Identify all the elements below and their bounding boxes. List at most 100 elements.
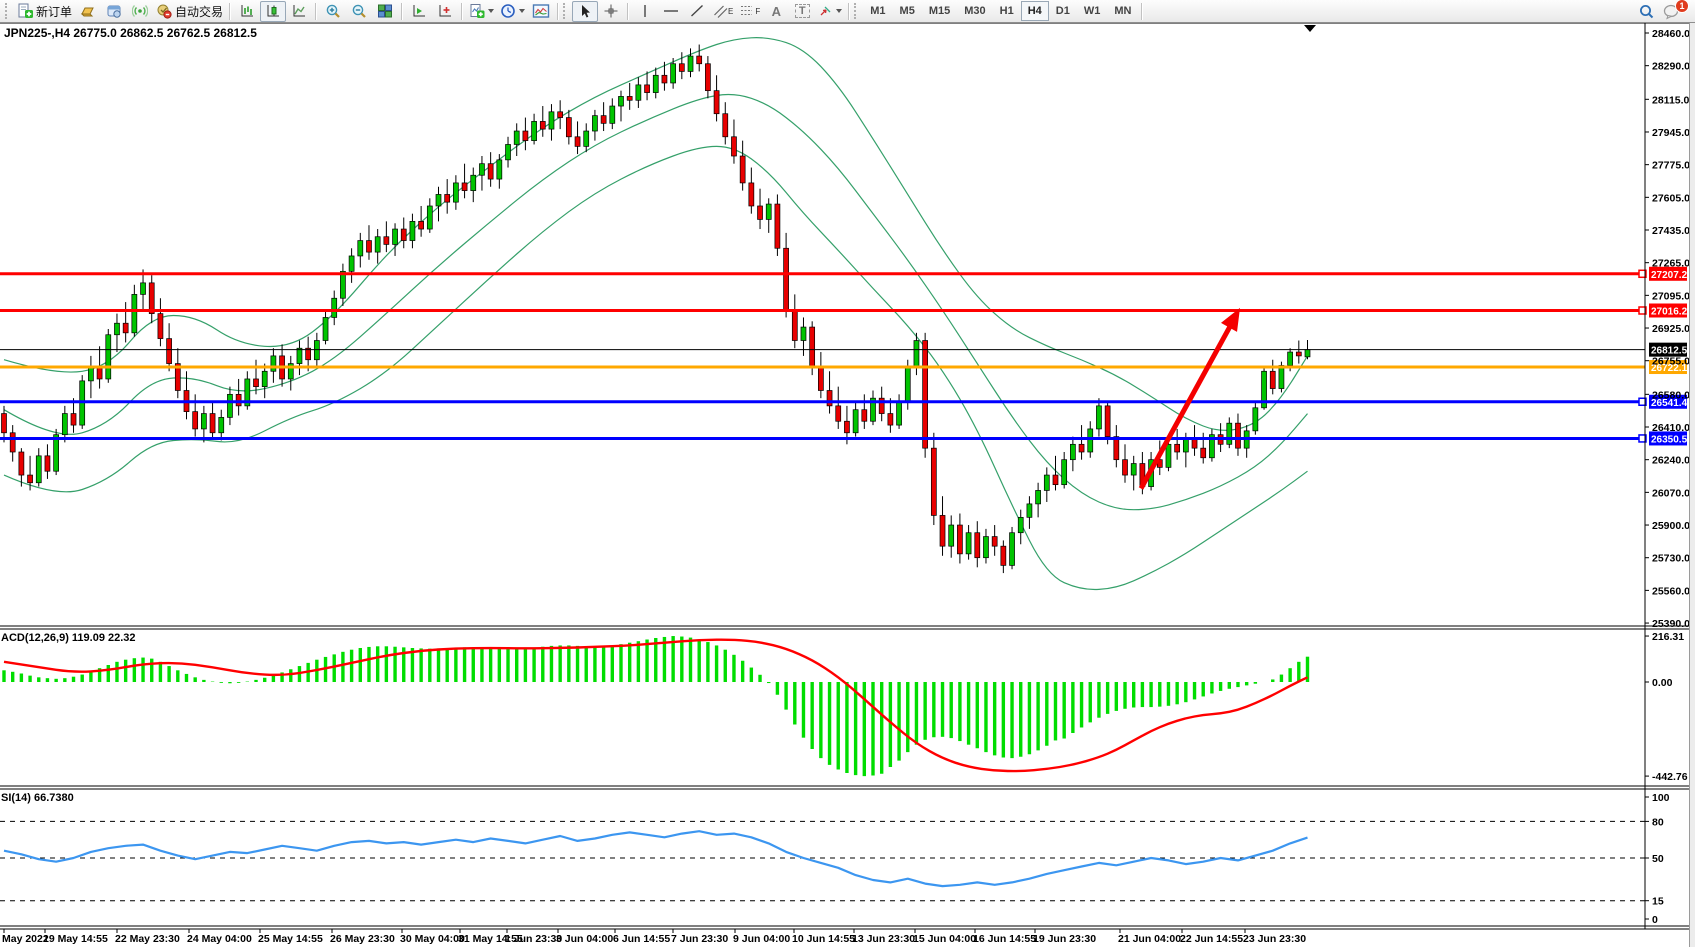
hline-handle[interactable] — [1638, 397, 1647, 407]
chart-settings-button[interactable] — [528, 1, 554, 22]
candle-body — [644, 84, 650, 93]
trend-arrow-line[interactable] — [1138, 321, 1235, 490]
price-tick-label: 27775.0 — [1652, 160, 1690, 172]
text-tool[interactable]: A — [763, 1, 789, 22]
rsi-tick-label: 50 — [1652, 853, 1664, 865]
price-tick-label: 27435.0 — [1652, 225, 1690, 237]
candle-body — [157, 313, 164, 339]
candle-body — [253, 378, 259, 387]
price-tick-label: 26070.0 — [1652, 487, 1690, 499]
search-button[interactable] — [1633, 1, 1659, 22]
hline-handle[interactable] — [1638, 269, 1647, 279]
rsi-tick-label: 0 — [1652, 914, 1658, 926]
timeframe-w1[interactable]: W1 — [1083, 5, 1101, 17]
candle-body — [383, 236, 390, 245]
timeframe-h4[interactable]: H4 — [1020, 1, 1049, 21]
candle-body — [270, 355, 277, 372]
timeframe-m30[interactable]: M30 — [964, 5, 986, 17]
toolbar-separator — [401, 2, 404, 20]
candle-body — [548, 111, 555, 130]
auto-trading-button[interactable]: 自动交易 — [153, 1, 226, 22]
timeframe-m1[interactable]: M1 — [870, 5, 886, 17]
vertical-line-tool[interactable] — [632, 1, 658, 22]
tile-windows-button[interactable] — [372, 1, 398, 22]
notifications-button[interactable]: 1 — [1659, 0, 1689, 22]
period-clock-dropdown[interactable] — [519, 9, 526, 13]
price-axis[interactable] — [1646, 24, 1695, 928]
candle-body — [1200, 447, 1207, 459]
add-indicator-dropdown[interactable] — [488, 9, 495, 13]
crosshair-button[interactable] — [598, 1, 624, 22]
trendline-tool[interactable] — [684, 1, 710, 22]
candle-body — [913, 340, 920, 368]
main-toolbar: 新订单 自动交易 — [0, 0, 1695, 23]
objects-list-button[interactable] — [432, 1, 458, 22]
add-indicator-button[interactable] — [466, 1, 497, 22]
toolbar-grip — [5, 3, 11, 19]
price-tick-label: 27095.0 — [1652, 290, 1690, 302]
timeframe-m5[interactable]: M5 — [899, 5, 915, 17]
price-line-badge — [1649, 431, 1687, 446]
candle-body — [400, 228, 407, 241]
time-tick-label: 1 Jun 23:30 — [505, 933, 562, 945]
candle-body — [461, 182, 468, 191]
zoom-in-button[interactable] — [320, 1, 346, 22]
fibonacci-tool[interactable]: F — [736, 1, 763, 22]
horizontal-line-tool[interactable] — [658, 1, 684, 22]
zoom-out-button[interactable] — [346, 1, 372, 22]
period-clock-button[interactable] — [497, 1, 528, 22]
text-label-tool[interactable]: T — [789, 1, 815, 22]
time-tick-label: 10 Jun 14:55 — [792, 933, 855, 945]
candle-body — [1191, 438, 1198, 449]
candle-body — [374, 236, 381, 253]
signal-button[interactable] — [127, 1, 153, 22]
market-watch-button[interactable] — [101, 1, 127, 22]
candle-body — [70, 413, 77, 426]
chart-profile-button[interactable] — [75, 1, 101, 22]
time-axis[interactable] — [0, 930, 1695, 947]
candle-body — [209, 413, 216, 434]
candle-body — [1174, 443, 1181, 453]
candle-body — [174, 363, 181, 391]
candle-body — [1035, 490, 1041, 505]
bar-chart-button[interactable] — [234, 1, 260, 22]
timeframe-d1[interactable]: D1 — [1055, 5, 1070, 17]
candle-body — [1000, 545, 1007, 566]
candle-body — [61, 413, 68, 436]
arrows-tool-dropdown[interactable] — [836, 9, 843, 13]
price-pane[interactable] — [0, 24, 1645, 625]
line-chart-button[interactable] — [286, 1, 312, 22]
candle-body — [565, 117, 572, 138]
candle-body — [88, 367, 94, 382]
candle-body — [635, 84, 642, 101]
candle-body — [1278, 365, 1285, 389]
candlestick-chart-button[interactable] — [260, 0, 287, 22]
channel-tool[interactable]: E — [710, 1, 736, 22]
price-tick-label: 26580.0 — [1652, 389, 1690, 401]
bar-chart-icon — [239, 3, 256, 19]
candle-body — [592, 115, 598, 132]
candle-body — [105, 334, 112, 380]
chart-shift-marker[interactable] — [1304, 25, 1316, 32]
timeframe-h1[interactable]: H1 — [999, 5, 1014, 17]
price-line-badge-label: 26812.5 — [1651, 346, 1688, 357]
price-tick-label: 27945.0 — [1652, 127, 1690, 139]
indicators-button[interactable] — [406, 1, 432, 22]
candle-body — [687, 55, 694, 72]
hline-handle[interactable] — [1638, 434, 1647, 443]
price-line-badge-label: 27207.2 — [1651, 270, 1688, 281]
timeframe-m15[interactable]: M15 — [928, 5, 951, 17]
cursor-button[interactable] — [572, 0, 599, 22]
hline-handle[interactable] — [1638, 306, 1647, 315]
candle-body — [131, 294, 138, 334]
candle-body — [331, 297, 338, 318]
candle-body — [122, 322, 129, 334]
candle-body — [1287, 351, 1293, 366]
price-line-badge-label: 26722.1 — [1651, 363, 1688, 374]
new-order-button[interactable]: 新订单 — [14, 1, 75, 22]
candle-body — [1226, 422, 1233, 445]
timeframe-mn[interactable]: MN — [1114, 5, 1132, 17]
price-tick-label: 26755.0 — [1652, 356, 1690, 368]
arrows-tool[interactable] — [815, 1, 845, 22]
